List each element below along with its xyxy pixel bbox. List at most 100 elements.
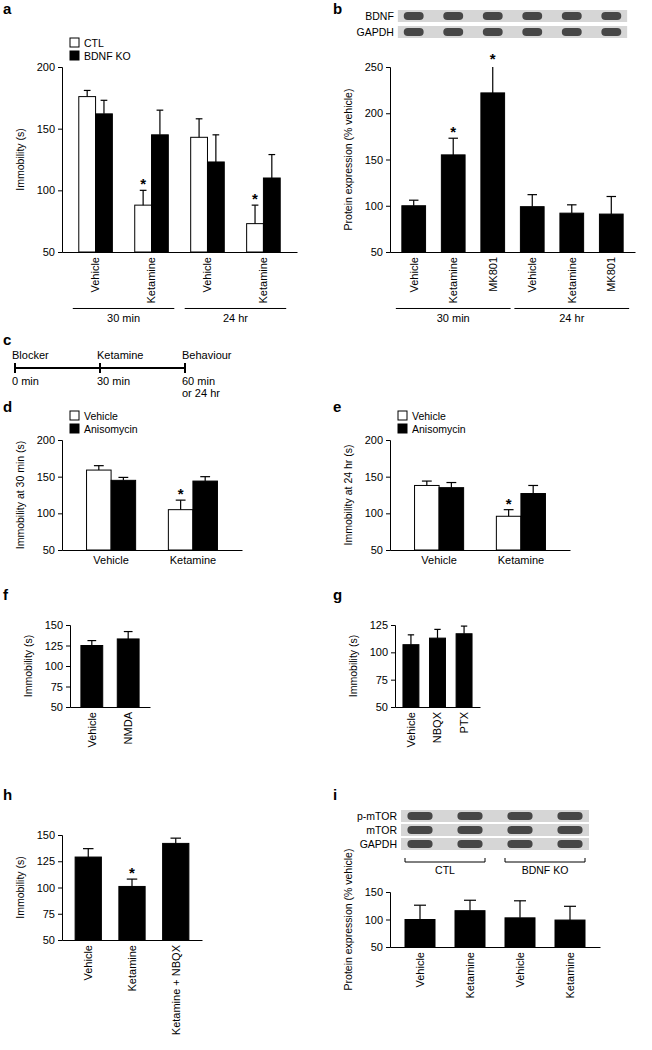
tick-label: 150 bbox=[45, 619, 63, 631]
x-tick: Vehicle bbox=[526, 252, 538, 292]
tick-mark bbox=[66, 646, 70, 647]
axis-line bbox=[386, 68, 391, 253]
error-cap bbox=[414, 905, 426, 906]
tick-label: Vehicle bbox=[82, 945, 94, 980]
x-tick: Vehicle bbox=[514, 947, 526, 987]
group-line bbox=[185, 308, 287, 309]
tick-mark bbox=[58, 252, 62, 253]
tick-label: 50 bbox=[376, 701, 388, 713]
bar bbox=[247, 224, 264, 252]
tick-label: Vehicle bbox=[414, 952, 426, 987]
error-bar bbox=[118, 477, 128, 480]
tick-label: 150 bbox=[37, 829, 55, 841]
error-stem bbox=[205, 477, 206, 481]
legend-label: BDNF KO bbox=[84, 50, 131, 62]
y-axis-title: Immobility (s) bbox=[14, 856, 26, 918]
error-stem bbox=[492, 67, 493, 93]
tick-label: 150 bbox=[37, 123, 55, 135]
tick-label: 100 bbox=[37, 507, 55, 519]
bar bbox=[119, 886, 145, 940]
x-tick: MK801 bbox=[605, 252, 617, 292]
y-tick: 125 bbox=[37, 855, 62, 867]
y-axis-title: Immobility at 30 min (s) bbox=[14, 441, 26, 550]
x-tick: Vehicle bbox=[93, 550, 128, 566]
plot-marks bbox=[81, 632, 139, 707]
tick-mark bbox=[386, 160, 390, 161]
error-cap bbox=[514, 900, 526, 901]
x-axis: VehicleNMDA bbox=[71, 707, 151, 747]
x-tick: Vehicle bbox=[86, 707, 98, 747]
axis-line bbox=[391, 252, 636, 253]
axis-line bbox=[391, 550, 571, 551]
plot-marks bbox=[402, 67, 623, 252]
y-tick: 250 bbox=[365, 61, 390, 73]
blot-background bbox=[398, 26, 627, 38]
y-axis: 5075100125 bbox=[370, 619, 396, 713]
error-bar bbox=[567, 205, 576, 213]
error-stem bbox=[569, 906, 570, 920]
y-tick: 125 bbox=[45, 640, 70, 652]
timeline-tick bbox=[99, 363, 101, 373]
error-stem bbox=[410, 635, 411, 645]
bar bbox=[79, 97, 96, 252]
legend-label: Vehicle bbox=[84, 410, 118, 422]
error-bar bbox=[171, 838, 182, 843]
tick-label: PTX bbox=[458, 711, 470, 733]
blot-band bbox=[404, 28, 424, 36]
bar bbox=[521, 494, 546, 550]
error-cap bbox=[268, 154, 275, 155]
tick-mark bbox=[58, 940, 62, 941]
error-stem bbox=[611, 197, 612, 215]
tick-label: 100 bbox=[370, 646, 388, 658]
bar bbox=[87, 470, 112, 550]
tick-label: Vehicle bbox=[86, 712, 98, 747]
y-tick: 150 bbox=[365, 886, 390, 898]
blot-band bbox=[562, 28, 582, 36]
blot-band bbox=[601, 28, 621, 36]
axis-line bbox=[386, 893, 391, 948]
y-axis-title: Immobility (s) bbox=[14, 128, 26, 190]
x-axis: Vehicle Ketamine bbox=[63, 550, 243, 566]
group-line bbox=[396, 308, 511, 309]
y-axis: 5075100125150 bbox=[45, 619, 71, 713]
group-label: 30 min bbox=[437, 312, 470, 324]
legend-swatch bbox=[398, 424, 407, 433]
bar bbox=[520, 207, 544, 252]
tick-label: 200 bbox=[365, 107, 383, 119]
error-cap bbox=[446, 482, 456, 483]
tick-label: Ketamine bbox=[447, 257, 459, 303]
error-stem bbox=[426, 481, 427, 485]
error-stem bbox=[88, 849, 89, 857]
x-tick: Ketamine + NBQX bbox=[170, 940, 182, 1035]
blot-label: GAPDH bbox=[360, 838, 397, 850]
y-axis: 50100150200250 bbox=[365, 61, 391, 258]
panel-label: h bbox=[3, 786, 12, 803]
blot: p-mTORmTORGAPDHCTLBDNF KO bbox=[357, 810, 589, 876]
y-tick: 50 bbox=[51, 701, 70, 713]
error-stem bbox=[198, 119, 199, 138]
tick-label: 125 bbox=[37, 855, 55, 867]
error-cap bbox=[607, 196, 616, 197]
significance: * bbox=[252, 190, 258, 207]
legend-label: Vehicle bbox=[412, 410, 446, 422]
tick-label: Vehicle bbox=[421, 554, 456, 566]
axis-line bbox=[58, 441, 63, 551]
tick-mark bbox=[386, 550, 390, 551]
y-tick: 100 bbox=[370, 646, 395, 658]
y-axis-title: Protein expression (% vehicle) bbox=[342, 849, 354, 991]
x-tick: Vehicle bbox=[414, 947, 426, 987]
tick-label: MK801 bbox=[487, 257, 499, 292]
axis-line bbox=[391, 947, 601, 948]
legend: VehicleAnisomycin bbox=[70, 410, 138, 435]
blot-band bbox=[601, 12, 621, 20]
tick-label: Ketamine bbox=[170, 554, 216, 566]
legend: VehicleAnisomycin bbox=[398, 410, 466, 435]
tick-label: 125 bbox=[370, 619, 388, 631]
timeline-time: 0 min bbox=[12, 375, 39, 387]
tick-label: 50 bbox=[43, 544, 55, 556]
error-cap bbox=[528, 194, 537, 195]
x-tick: Vehicle bbox=[89, 252, 101, 292]
axis-line bbox=[66, 626, 71, 708]
tick-label: Vehicle bbox=[514, 952, 526, 987]
blot-band bbox=[407, 812, 432, 820]
